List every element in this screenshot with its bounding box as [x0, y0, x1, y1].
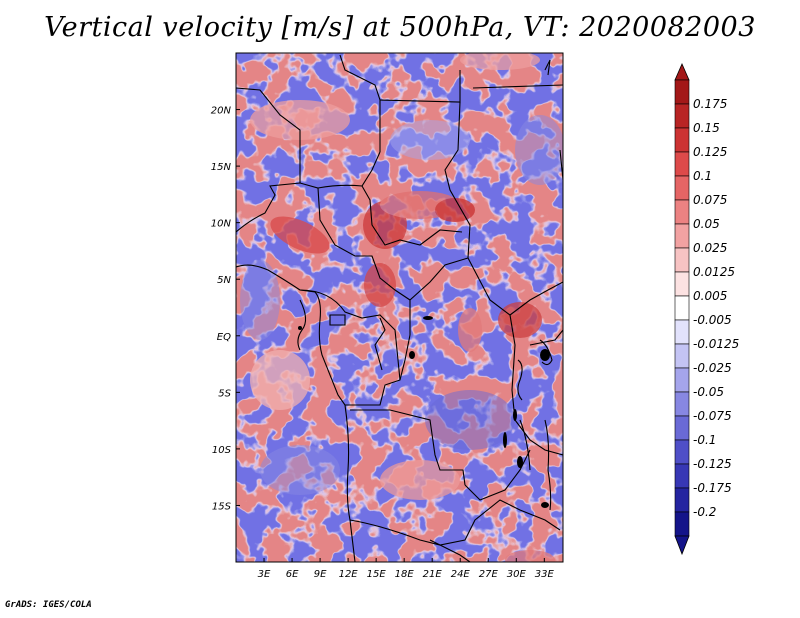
colorbar-label: -0.05 [693, 385, 724, 399]
colorbar-swatch [675, 296, 689, 320]
colorbar-label: -0.2 [693, 505, 716, 519]
colorbar-swatch [675, 320, 689, 344]
colorbar-swatch [675, 248, 689, 272]
colorbar-swatch [675, 368, 689, 392]
lat-label: EQ [217, 332, 231, 343]
colorbar: 0.175 0.15 0.125 0.1 0.075 0.05 0.025 0.0125 0.0… [675, 64, 739, 554]
colorbar-swatch [675, 512, 689, 536]
colorbar-label: 0.15 [693, 121, 720, 135]
lon-label: 6E [286, 569, 299, 580]
lon-label: 3E [258, 569, 271, 580]
colorbar-swatch [675, 80, 689, 104]
colorbar-swatch [675, 152, 689, 176]
colorbar-label: -0.075 [693, 409, 732, 423]
lat-label: 5S [218, 388, 231, 399]
colorbar-swatch [675, 104, 689, 128]
lon-label: 21E [423, 569, 443, 580]
colorbar-min-arrow [675, 536, 689, 554]
colorbar-swatch [675, 464, 689, 488]
lon-label: 9E [314, 569, 327, 580]
colorbar-label: -0.1 [693, 433, 716, 447]
map-panel [236, 50, 565, 570]
colorbar-swatch [675, 200, 689, 224]
colorbar-swatch [675, 128, 689, 152]
lon-label: 18E [395, 569, 415, 580]
colorbar-label: -0.125 [693, 457, 732, 471]
lon-label: 12E [339, 569, 359, 580]
lat-label: 10S [212, 445, 232, 456]
colorbar-label: 0.0125 [693, 265, 735, 279]
colorbar-label: -0.005 [693, 313, 732, 327]
lon-label: 24E [451, 569, 471, 580]
colorbar-swatch [675, 416, 689, 440]
colorbar-label: -0.025 [693, 361, 732, 375]
colorbar-label: 0.075 [693, 193, 727, 207]
credit-text: GrADS: IGES/COLA [5, 600, 92, 610]
colorbar-label: 0.175 [693, 97, 727, 111]
lon-label: 33E [535, 569, 555, 580]
lon-label: 30E [507, 569, 527, 580]
lat-label: 15N [211, 162, 232, 173]
colorbar-swatch [675, 176, 689, 200]
colorbar-max-arrow [675, 64, 689, 80]
colorbar-swatch [675, 272, 689, 296]
colorbar-swatch [675, 392, 689, 416]
colorbar-label: 0.025 [693, 241, 727, 255]
colorbar-swatch [675, 440, 689, 464]
lon-label: 27E [479, 569, 499, 580]
colorbar-swatch [675, 344, 689, 368]
colorbar-label: 0.005 [693, 289, 727, 303]
colorbar-label: -0.175 [693, 481, 732, 495]
colorbar-label: 0.1 [693, 169, 712, 183]
lat-label: 15S [212, 501, 232, 512]
colorbar-swatch [675, 224, 689, 248]
colorbar-label: 0.05 [693, 217, 720, 231]
lat-label: 5N [217, 275, 231, 286]
colorbar-label: -0.0125 [693, 337, 739, 351]
lat-label: 10N [211, 219, 232, 230]
colorbar-label: 0.125 [693, 145, 727, 159]
colorbar-swatch [675, 488, 689, 512]
map-figure: 20N 15N 10N 5N EQ 5S 10S 15S 3E 6E 9E 12E 15E 18E 21E… [0, 0, 800, 618]
lat-label: 20N [211, 106, 232, 117]
lon-label: 15E [367, 569, 387, 580]
